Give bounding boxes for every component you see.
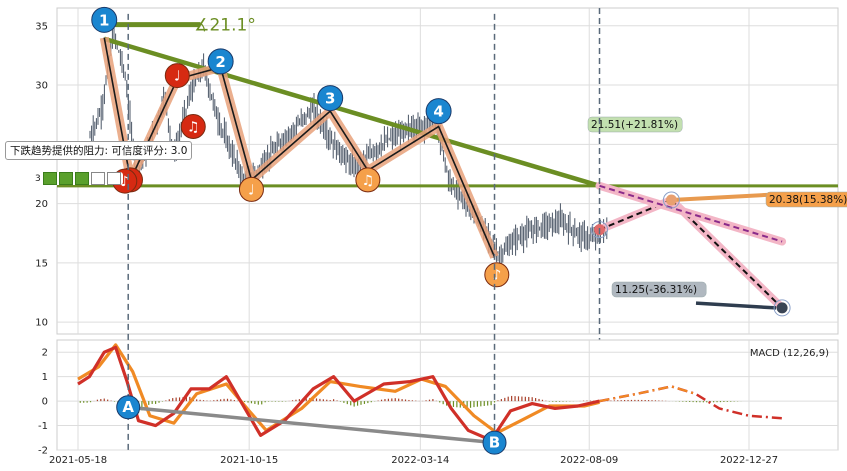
macd-tick-label: 2	[42, 348, 48, 359]
rating-star	[90, 172, 105, 185]
wave-circle	[91, 6, 118, 33]
divergence-label: A	[122, 398, 134, 416]
price-tick-label: 35	[35, 21, 48, 32]
projection-callouts: 21.51(+21.81%) 20.38(15.38%) 11.25(-36.31%…	[587, 116, 847, 298]
music-note-marker	[180, 114, 206, 140]
projection-point-ring	[773, 299, 791, 317]
resistance-line	[103, 22, 601, 188]
music-note-symbol: ♪	[120, 174, 129, 190]
music-note-marker	[238, 176, 264, 202]
macd-signal-projection-line	[599, 385, 696, 403]
x-axis: 2021-05-18 2021-10-15 2022-03-14 2022-08-09…	[49, 455, 778, 466]
angle-label: ∡21.1°	[194, 16, 256, 36]
wave-number: 1	[99, 11, 109, 29]
macd-tick-label: -1	[38, 421, 48, 432]
projection-line	[670, 199, 783, 309]
wave-number: 2	[215, 53, 225, 71]
macd-y-axis: -2 -1 0 1 2	[38, 348, 48, 457]
macd-signal-line	[77, 343, 600, 435]
music-note-symbol: ♪	[492, 268, 501, 284]
macd-legend: MACD (12,26,9)	[750, 348, 829, 359]
macd-tick-label: -2	[38, 446, 48, 457]
rating-star	[58, 172, 73, 185]
confidence-rating: 3	[33, 172, 123, 185]
projection-arrow-orange	[671, 192, 782, 203]
wave-circle	[317, 85, 344, 112]
macd-tick-label: 1	[42, 372, 48, 383]
rating-count: 3	[35, 174, 41, 184]
x-tick-label: 2021-10-15	[220, 455, 278, 466]
resistance-tooltip: 下跌趋势提供的阻力: 可信度评分: 3.0	[5, 141, 193, 160]
music-note-symbol: ♩	[174, 69, 181, 85]
wave-circle	[207, 48, 234, 75]
x-tick-label: 2021-05-18	[49, 455, 107, 466]
projection-arrow-dark	[695, 301, 777, 310]
projection-callout-box	[587, 116, 683, 133]
x-tick-label: 2022-12-27	[720, 455, 778, 466]
wave-number: 4	[433, 103, 443, 121]
projection-callout-box	[765, 191, 847, 208]
divergence-label: B	[489, 434, 500, 452]
price-tick-label: 15	[35, 258, 48, 269]
projection-callout-label: 21.51(+21.81%)	[591, 119, 678, 131]
projection-point	[776, 302, 788, 314]
price-tick-label: 20	[35, 199, 48, 210]
projection-callout-box	[611, 281, 707, 298]
price-panel	[56, 7, 839, 335]
rating-stars	[41, 172, 121, 185]
music-note-symbol: ♫	[187, 120, 200, 136]
price-tick-label: 30	[35, 81, 48, 92]
elliott-wave-labels: 1 2 3 4	[91, 6, 452, 125]
projection-callout-label: 20.38(15.38%)	[769, 194, 847, 206]
rating-star	[42, 172, 57, 185]
projection-point	[665, 194, 677, 206]
divergence-line	[128, 405, 495, 445]
x-tick-label: 2022-08-09	[560, 455, 618, 466]
resistance-trend-line	[103, 36, 601, 188]
music-note-marker	[355, 167, 381, 193]
macd-divergence: AB	[116, 13, 507, 455]
music-note-marker	[484, 262, 510, 288]
divergence-circle	[116, 395, 141, 420]
projection-lines	[591, 181, 791, 317]
projection-callout-label: 11.25(-36.31%)	[615, 284, 697, 296]
divergence-circle	[482, 430, 507, 455]
macd-grid	[57, 340, 838, 451]
price-tick-label: 10	[35, 318, 48, 329]
music-note-symbol: ♩	[248, 182, 255, 198]
wave-circle	[425, 98, 452, 125]
music-note-symbol: ♫	[362, 173, 375, 189]
wave-number: 3	[325, 90, 335, 108]
projection-point-ring	[662, 191, 680, 209]
macd-tick-label: 0	[42, 397, 48, 408]
music-note-marker	[164, 63, 190, 89]
projection-line	[599, 184, 783, 243]
rating-star	[106, 172, 121, 185]
rating-star	[74, 172, 89, 185]
macd-panel	[56, 339, 839, 451]
x-tick-label: 2022-03-14	[391, 455, 449, 466]
